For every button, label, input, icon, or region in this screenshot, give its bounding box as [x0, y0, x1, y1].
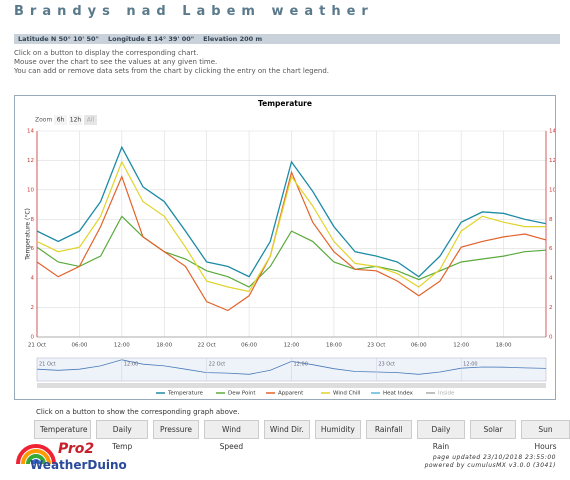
navigator-tick-label: 23 Oct: [378, 362, 395, 368]
y-tick-label: 12: [27, 158, 34, 164]
navigator-tick-label: 12:00: [294, 362, 308, 368]
y-tick-label-right: 2: [549, 305, 553, 311]
instruction: You can add or remove data sets from the…: [14, 67, 330, 75]
series-line: [36, 215, 547, 288]
zoom-button[interactable]: [69, 115, 82, 125]
x-tick-label: 06:00: [411, 343, 427, 349]
x-tick-label: 21 Oct: [28, 343, 47, 349]
chart: Temperature Zoom Temperature (°C) 6h 12h A…: [25, 99, 557, 397]
chart-button[interactable]: Pressure: [153, 420, 200, 439]
location-bar: Latitude N 50° 10' 50" Longitude E 14° 3…: [14, 34, 560, 44]
y-tick-label-right: 10: [549, 187, 555, 193]
y-tick-label-right: 0: [549, 335, 553, 341]
x-tick-label: 18:00: [496, 343, 512, 349]
y-tick-label-right: 6: [549, 246, 553, 252]
y-tick-label: 4: [31, 276, 35, 282]
chart-button[interactable]: Wind Dir.: [263, 420, 310, 439]
logo-icon: [16, 444, 56, 465]
y-tick-label: 6: [31, 246, 35, 252]
series-line: [36, 170, 547, 312]
zoom-button-label[interactable]: 12h: [70, 117, 82, 124]
zoom-button-label[interactable]: 6h: [57, 117, 65, 124]
chart-button[interactable]: Sun Hours: [521, 420, 570, 451]
navigator-tick-label: 22 Oct: [209, 362, 226, 368]
x-tick-label: 18:00: [326, 343, 342, 349]
chart-button[interactable]: Wind Speed: [204, 420, 259, 451]
y-tick-label-right: 4: [549, 276, 553, 282]
y-tick-label-right: 14: [549, 129, 555, 135]
legend-label[interactable]: Temperature: [167, 391, 203, 397]
zoom-button[interactable]: [54, 115, 67, 125]
logo-name: WeatherDuino: [30, 458, 127, 472]
legend-label[interactable]: Apparent: [278, 391, 304, 397]
navigator-tick-label: 12:00: [124, 362, 138, 368]
chart-button[interactable]: Humidity: [314, 420, 361, 439]
x-tick-label: 18:00: [156, 343, 172, 349]
chart-button[interactable]: Daily Temp: [96, 420, 149, 451]
chart-box: Temperature Zoom Temperature (°C) 6h 12h A…: [14, 95, 556, 400]
y-tick-label: 2: [31, 305, 35, 311]
legend-label[interactable]: Heat Index: [383, 391, 414, 397]
footer-updated: page updated 23/10/2018 23:55:00: [432, 454, 556, 461]
chart-button[interactable]: Solar: [470, 420, 517, 439]
chart-button[interactable]: Rainfall: [365, 420, 412, 439]
legend-label[interactable]: Dew Point: [228, 391, 256, 397]
chart-button[interactable]: Daily Rain: [416, 420, 466, 451]
x-tick-label: 06:00: [241, 343, 257, 349]
instruction: Mouse over the chart to see the values a…: [14, 58, 218, 66]
legend-label[interactable]: Inside: [438, 391, 455, 397]
x-tick-label: 12:00: [114, 343, 130, 349]
series-line: [36, 145, 547, 278]
logo-brand: Pro2: [58, 441, 95, 457]
page-title: Brandys nad Labem weather: [14, 4, 374, 19]
zoom-button[interactable]: [84, 115, 97, 125]
instruction: Click on a button to display the corresp…: [14, 49, 199, 57]
navigator-tick-label: 21 Oct: [39, 362, 56, 368]
chart-button[interactable]: Temperature: [34, 420, 92, 439]
y-tick-label-right: 8: [549, 217, 553, 223]
y-tick-label: 10: [27, 187, 34, 193]
zoom-button-label[interactable]: All: [87, 117, 95, 124]
navigator-scrollbar[interactable]: [37, 383, 546, 388]
navigator-tick-label: 12:00: [463, 362, 477, 368]
x-tick-label: 12:00: [284, 343, 300, 349]
chart-title: Temperature: [258, 99, 312, 108]
y-tick-label: 14: [27, 129, 34, 135]
footer-powered: powered by cumulusMX v3.0.0 (3041): [424, 462, 556, 469]
y-tick-label: 8: [31, 217, 35, 223]
zoom-label: Zoom: [35, 117, 52, 124]
legend-label[interactable]: Wind Chill: [333, 391, 361, 397]
x-tick-label: 12:00: [453, 343, 469, 349]
series-line: [36, 160, 546, 293]
y-tick-label: 0: [31, 335, 35, 341]
y-axis-label: Temperature (°C): [25, 208, 32, 261]
x-tick-label: 06:00: [71, 343, 87, 349]
x-tick-label: 23 Oct: [367, 343, 386, 349]
y-tick-label-right: 12: [549, 158, 555, 164]
button-row: Temperature Daily Temp Pressure Wind Speed W…: [34, 420, 570, 451]
button-prompt: Click on a button to show the correspond…: [36, 408, 240, 416]
x-tick-label: 22 Oct: [198, 343, 217, 349]
